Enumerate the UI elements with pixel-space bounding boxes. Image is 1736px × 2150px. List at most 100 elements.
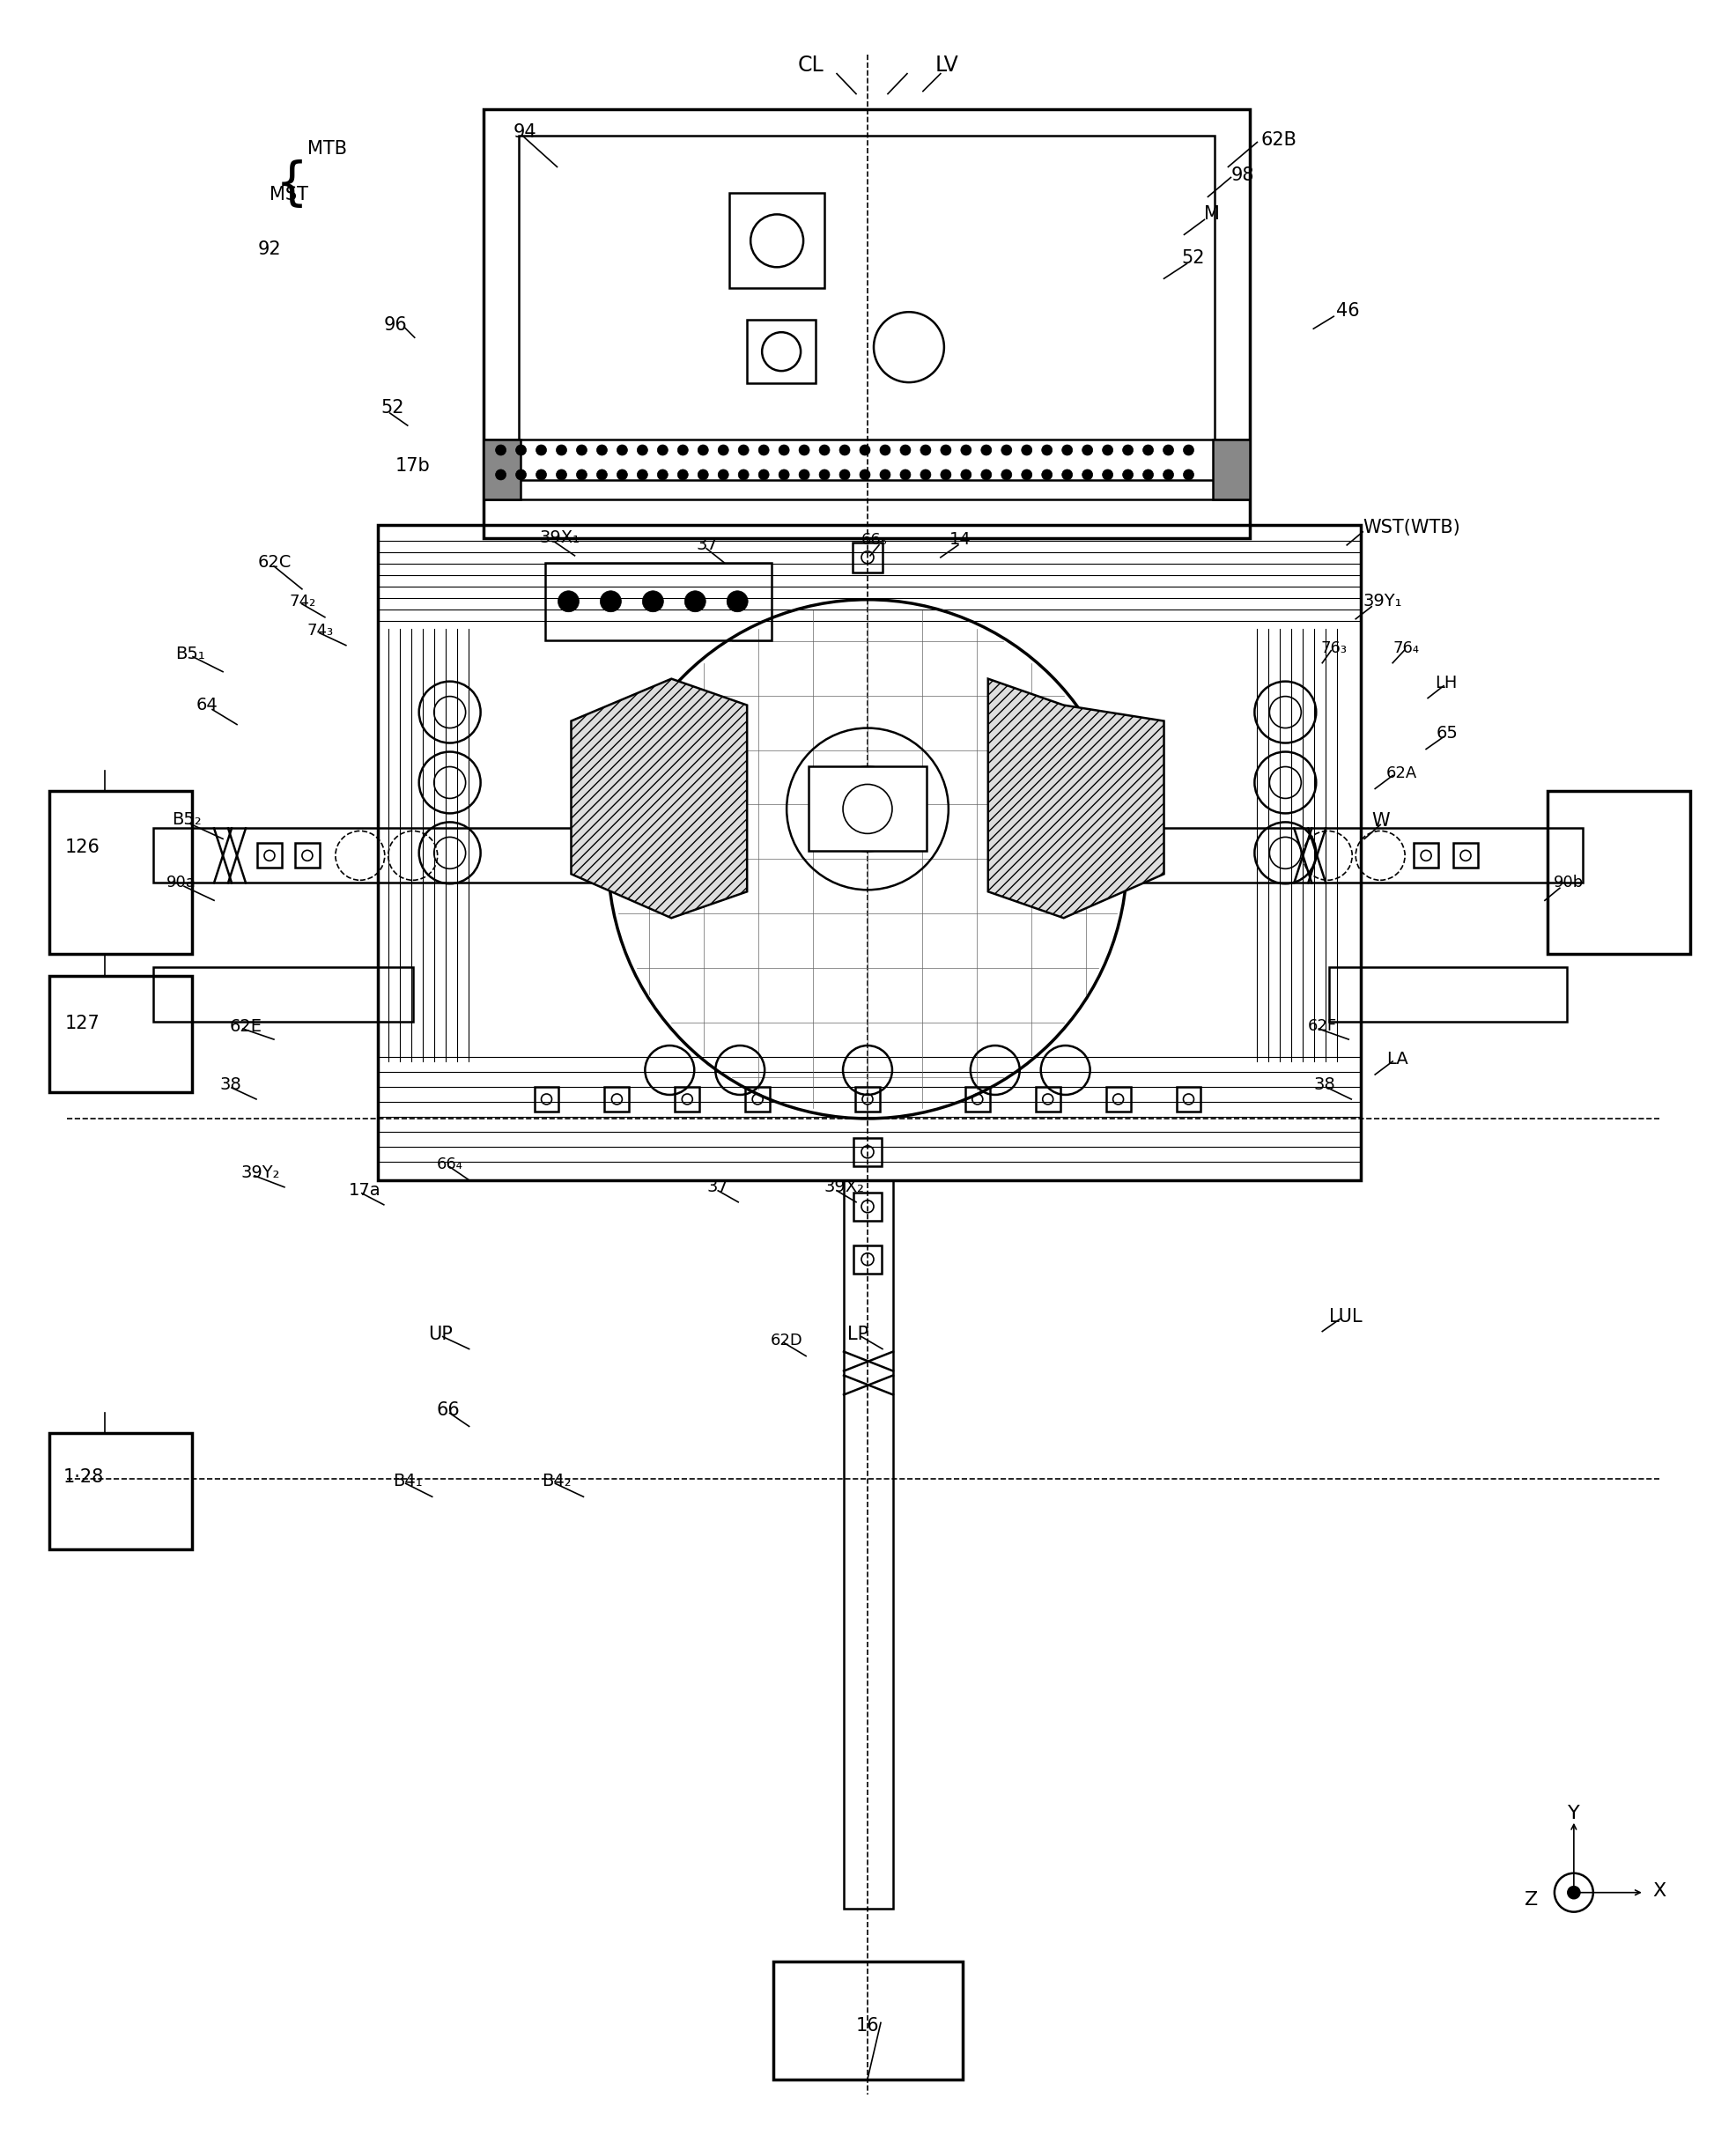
Text: B5₂: B5₂ xyxy=(172,811,201,828)
Text: LH: LH xyxy=(1436,675,1457,692)
Bar xyxy=(535,1088,559,1112)
Circle shape xyxy=(941,445,951,456)
Bar xyxy=(50,976,193,1092)
Circle shape xyxy=(1082,469,1092,479)
Circle shape xyxy=(941,469,951,479)
Circle shape xyxy=(684,591,707,613)
Bar xyxy=(604,1088,628,1112)
Text: 90a: 90a xyxy=(167,875,196,890)
Text: 62B: 62B xyxy=(1260,131,1297,148)
Circle shape xyxy=(819,445,830,456)
Bar xyxy=(809,768,927,851)
Bar xyxy=(519,135,1215,479)
Circle shape xyxy=(556,469,566,479)
Circle shape xyxy=(698,469,708,479)
Text: 39Y₁: 39Y₁ xyxy=(1363,593,1403,611)
Bar xyxy=(854,1137,882,1165)
Text: 76₃: 76₃ xyxy=(1321,641,1347,656)
Text: MST: MST xyxy=(269,187,309,204)
Circle shape xyxy=(859,445,870,456)
Circle shape xyxy=(516,469,526,479)
Bar xyxy=(854,1245,882,1273)
Text: 92: 92 xyxy=(259,241,281,258)
Bar xyxy=(965,1088,990,1112)
Bar xyxy=(153,828,691,884)
Text: 38: 38 xyxy=(1314,1077,1335,1094)
Text: 62D: 62D xyxy=(771,1333,804,1348)
Bar xyxy=(378,525,1361,1180)
Circle shape xyxy=(536,469,547,479)
Text: B4₁: B4₁ xyxy=(392,1473,422,1490)
Text: LUL: LUL xyxy=(1330,1307,1363,1324)
Circle shape xyxy=(1082,445,1092,456)
Bar xyxy=(675,1088,700,1112)
Circle shape xyxy=(536,445,547,456)
Circle shape xyxy=(1184,469,1194,479)
Circle shape xyxy=(719,445,729,456)
Circle shape xyxy=(495,469,507,479)
Circle shape xyxy=(779,469,790,479)
Polygon shape xyxy=(571,679,746,918)
Bar xyxy=(1547,791,1689,955)
Circle shape xyxy=(1002,469,1012,479)
Text: 17b: 17b xyxy=(396,458,431,475)
Text: 39Y₂: 39Y₂ xyxy=(241,1165,279,1182)
Circle shape xyxy=(759,469,769,479)
Bar xyxy=(745,1088,771,1112)
Text: 94: 94 xyxy=(514,123,536,140)
Circle shape xyxy=(658,469,668,479)
Circle shape xyxy=(920,469,930,479)
Circle shape xyxy=(859,469,870,479)
Text: 126: 126 xyxy=(64,838,99,856)
Text: LV: LV xyxy=(936,54,958,75)
Circle shape xyxy=(576,469,587,479)
Circle shape xyxy=(880,445,891,456)
Circle shape xyxy=(1042,469,1052,479)
Circle shape xyxy=(1123,445,1134,456)
Circle shape xyxy=(1002,445,1012,456)
Bar xyxy=(295,843,319,869)
Circle shape xyxy=(1568,1886,1580,1898)
Bar xyxy=(1177,1088,1201,1112)
Circle shape xyxy=(1062,469,1073,479)
Text: CL: CL xyxy=(797,54,823,75)
Circle shape xyxy=(840,445,851,456)
Circle shape xyxy=(658,445,668,456)
Bar xyxy=(856,1088,880,1112)
Circle shape xyxy=(899,445,911,456)
Bar xyxy=(1330,968,1568,1021)
Text: 17a: 17a xyxy=(349,1182,380,1200)
Text: 37: 37 xyxy=(696,538,719,553)
Text: WST(WTB): WST(WTB) xyxy=(1363,518,1460,535)
Text: 46: 46 xyxy=(1337,303,1359,320)
Bar xyxy=(50,791,193,955)
Circle shape xyxy=(597,445,608,456)
Bar xyxy=(50,1434,193,1550)
Text: Y: Y xyxy=(1568,1804,1580,1823)
Bar xyxy=(1036,1088,1061,1112)
Text: 1·28: 1·28 xyxy=(62,1468,104,1486)
Circle shape xyxy=(616,469,627,479)
Polygon shape xyxy=(988,679,1163,918)
Circle shape xyxy=(637,445,648,456)
Text: W: W xyxy=(1371,813,1391,830)
Bar xyxy=(746,320,816,383)
Text: 52: 52 xyxy=(1182,249,1205,267)
Bar xyxy=(854,1193,882,1221)
Circle shape xyxy=(819,469,830,479)
Bar xyxy=(1106,1088,1130,1112)
Circle shape xyxy=(1021,469,1031,479)
Bar xyxy=(729,194,825,288)
Circle shape xyxy=(759,445,769,456)
Circle shape xyxy=(1021,445,1031,456)
Circle shape xyxy=(637,469,648,479)
Text: 127: 127 xyxy=(64,1015,99,1032)
Bar xyxy=(483,439,521,499)
Text: 64: 64 xyxy=(196,697,219,714)
Text: M: M xyxy=(1205,206,1220,224)
Text: UP: UP xyxy=(427,1324,453,1344)
Circle shape xyxy=(495,445,507,456)
Circle shape xyxy=(779,445,790,456)
Bar xyxy=(1213,439,1250,499)
Circle shape xyxy=(1123,469,1134,479)
